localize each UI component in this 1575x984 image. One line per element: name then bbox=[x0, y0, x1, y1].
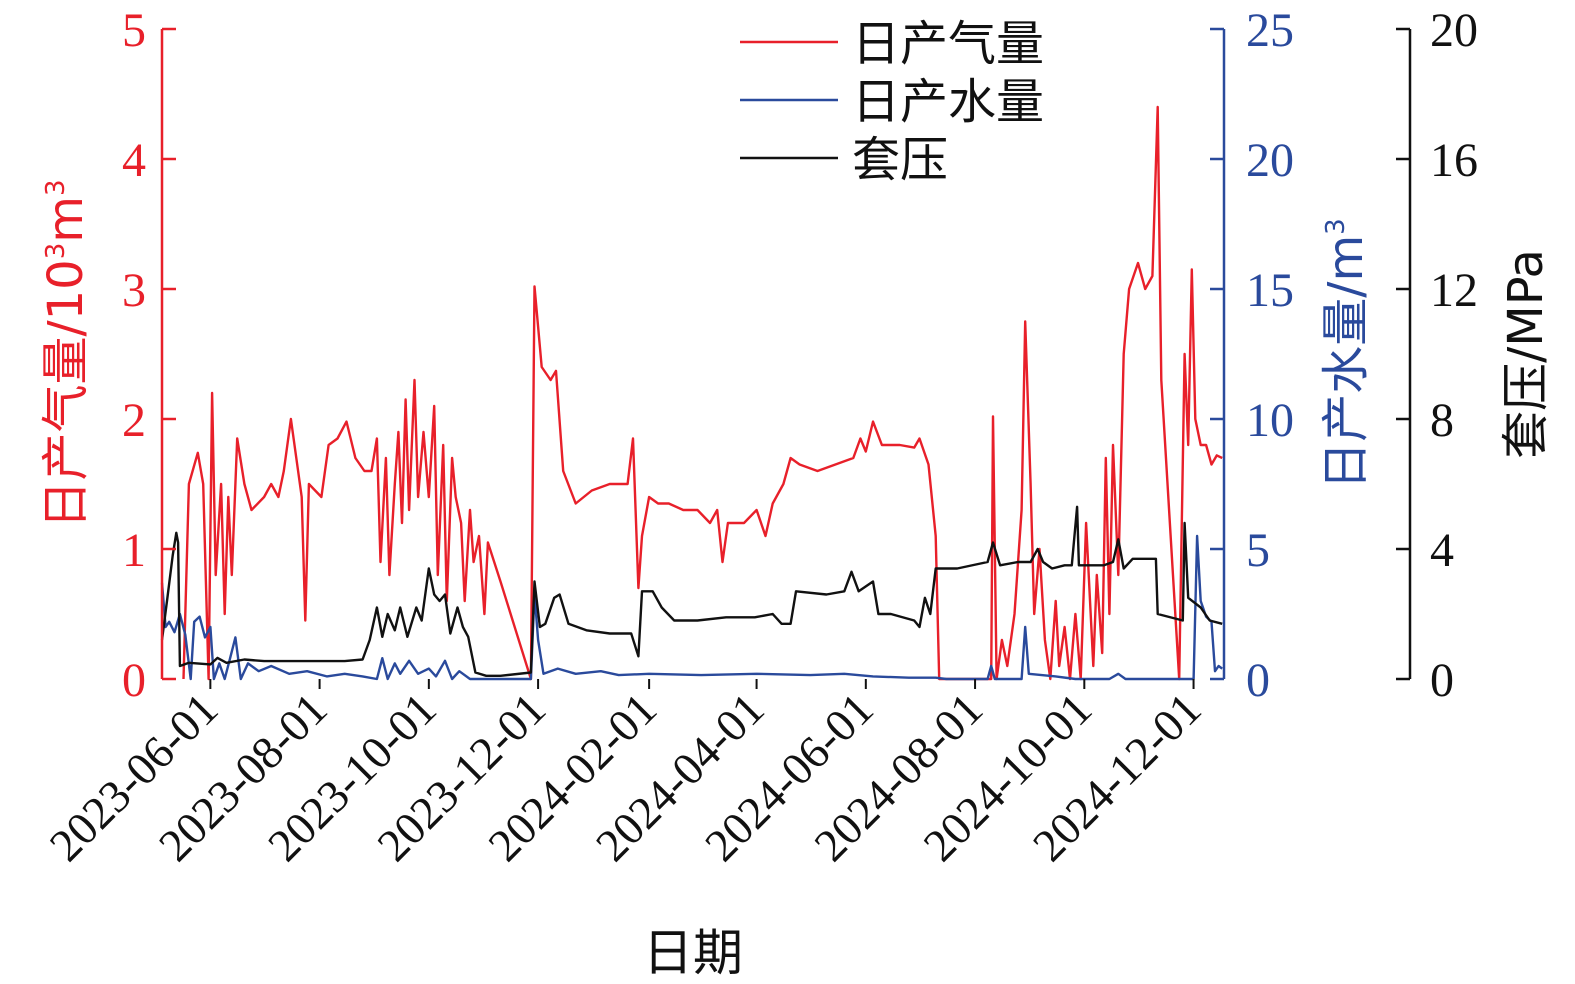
left-axis-tick-label: 2 bbox=[122, 394, 146, 447]
left-axis-tick-label: 4 bbox=[122, 134, 146, 187]
right2-axis-tick-label: 8 bbox=[1430, 394, 1454, 447]
left-axis-title-part: m bbox=[38, 196, 94, 243]
left-axis-tick-label: 1 bbox=[122, 524, 146, 577]
right2-axis-tick-label: 20 bbox=[1430, 4, 1478, 57]
x-axis-title: 日期 bbox=[643, 924, 743, 982]
left-axis-tick-label: 5 bbox=[122, 4, 146, 57]
right1-axis-title-part: 3 bbox=[1321, 218, 1351, 235]
right2-axis-tick-label: 0 bbox=[1430, 654, 1454, 707]
left-axis-title-part: 日产气量/10 bbox=[38, 259, 94, 528]
series-line-2 bbox=[160, 505, 1223, 677]
right1-axis-title: 日产水量/m3 bbox=[1318, 218, 1374, 489]
right1-axis-tick-label: 10 bbox=[1246, 394, 1294, 447]
right1-axis-title-part: 日产水量/m bbox=[1318, 235, 1374, 490]
right1-axis-tick-label: 0 bbox=[1246, 654, 1270, 707]
right2-axis-title: 套压/MPa bbox=[1498, 249, 1554, 459]
right2-axis-tick-label: 12 bbox=[1430, 264, 1478, 317]
legend-label-0: 日产气量 bbox=[852, 16, 1044, 72]
left-axis-tick-label: 3 bbox=[122, 264, 146, 317]
right1-axis-tick-label: 15 bbox=[1246, 264, 1294, 317]
series-line-1 bbox=[160, 534, 1223, 681]
left-axis-title: 日产气量/103m3 bbox=[38, 179, 94, 528]
left-axis-title-part: 3 bbox=[41, 179, 71, 196]
left-axis-title-part: 3 bbox=[41, 243, 71, 260]
right2-axis-tick-label: 16 bbox=[1430, 134, 1478, 187]
right1-axis-tick-label: 5 bbox=[1246, 524, 1270, 577]
series-line-0 bbox=[182, 105, 1223, 681]
legend-label-2: 套压 bbox=[852, 132, 948, 188]
right1-axis-tick-label: 20 bbox=[1246, 134, 1294, 187]
legend-label-1: 日产水量 bbox=[852, 74, 1044, 130]
right1-axis-tick-label: 25 bbox=[1246, 4, 1294, 57]
left-axis-tick-label: 0 bbox=[122, 654, 146, 707]
right2-axis-tick-label: 4 bbox=[1430, 524, 1454, 577]
